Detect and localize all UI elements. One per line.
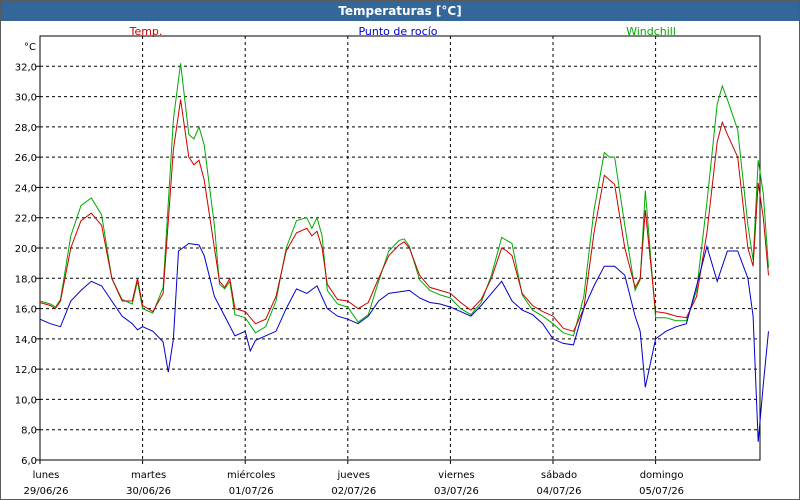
x-tick-date: 30/06/26 bbox=[126, 486, 171, 497]
y-axis-ticks: 6,0 8,0 10,0 12,0 14,0 16,0 18,0 20,0 22,0 24,0 26… bbox=[15, 62, 40, 467]
y-axis-label: °C bbox=[24, 42, 36, 53]
legend-item: Windchill bbox=[626, 25, 676, 38]
x-tick-weekday: jueves bbox=[337, 470, 371, 481]
y-tick-label: 22,0 bbox=[15, 214, 37, 225]
y-tick-label: 30,0 bbox=[15, 93, 37, 104]
x-tick-date: 29/06/26 bbox=[24, 486, 69, 497]
y-tick-label: 18,0 bbox=[15, 274, 37, 285]
x-tick-weekday: lunes bbox=[33, 470, 60, 481]
y-tick-label: 24,0 bbox=[15, 183, 37, 194]
y-tick-label: 6,0 bbox=[21, 456, 37, 467]
y-tick-label: 16,0 bbox=[15, 305, 37, 316]
x-tick-date: 02/07/26 bbox=[331, 486, 376, 497]
chart-legend: Temp. Punto de rocío Windchill bbox=[129, 25, 676, 38]
y-tick-label: 32,0 bbox=[15, 62, 37, 73]
series-lines bbox=[39, 63, 769, 442]
series-line-temp bbox=[39, 99, 769, 332]
x-axis-ticks: lunes 29/06/26 martes 30/06/26 miércoles 01/0… bbox=[24, 460, 684, 497]
x-tick-weekday: sábado bbox=[541, 469, 577, 481]
x-tick-weekday: viernes bbox=[438, 470, 474, 481]
y-tick-label: 26,0 bbox=[15, 153, 37, 164]
x-tick-date: 03/07/26 bbox=[434, 486, 479, 497]
x-tick-weekday: miércoles bbox=[227, 469, 275, 481]
y-tick-label: 8,0 bbox=[21, 426, 37, 437]
x-tick-date: 04/07/26 bbox=[537, 486, 582, 497]
x-tick-date: 01/07/26 bbox=[229, 486, 274, 497]
legend-item: Punto de rocío bbox=[358, 25, 437, 38]
y-tick-label: 14,0 bbox=[15, 335, 37, 346]
x-tick-weekday: martes bbox=[131, 470, 166, 481]
chart-grid bbox=[40, 36, 760, 460]
y-tick-label: 12,0 bbox=[15, 365, 37, 376]
series-line-windchill bbox=[39, 63, 769, 337]
legend-item: Temp. bbox=[129, 25, 163, 38]
x-tick-date: 05/07/26 bbox=[639, 486, 684, 497]
x-tick-weekday: domingo bbox=[640, 470, 684, 481]
y-tick-label: 20,0 bbox=[15, 244, 37, 255]
series-line-punto-de-roc-o bbox=[39, 242, 769, 442]
y-tick-label: 10,0 bbox=[15, 395, 37, 406]
y-tick-label: 28,0 bbox=[15, 123, 37, 134]
window-title: Temperaturas [°C] bbox=[1, 1, 799, 21]
